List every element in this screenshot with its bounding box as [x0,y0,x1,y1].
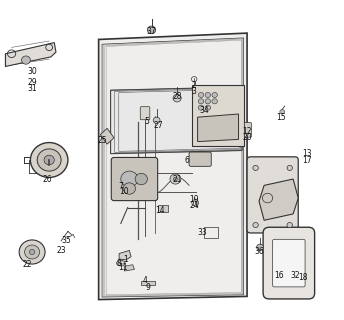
Text: 4: 4 [142,276,147,285]
Polygon shape [197,114,238,142]
Circle shape [37,149,61,171]
Text: 27: 27 [153,121,163,130]
Text: 20: 20 [242,133,252,142]
Text: 34: 34 [200,106,209,115]
Text: 35: 35 [61,236,71,245]
Circle shape [24,245,40,259]
Circle shape [170,174,181,184]
Circle shape [257,244,264,251]
Text: 25: 25 [97,136,107,146]
Text: 16: 16 [275,271,284,280]
Text: 6: 6 [185,156,190,164]
Circle shape [212,92,217,98]
Circle shape [29,250,35,254]
FancyBboxPatch shape [193,85,244,146]
FancyBboxPatch shape [140,107,150,120]
Circle shape [153,117,160,124]
Text: 29: 29 [27,78,37,87]
Circle shape [173,177,178,181]
Text: 32: 32 [290,271,300,280]
Text: 11: 11 [118,263,127,272]
Circle shape [287,165,292,171]
Circle shape [280,109,284,114]
Circle shape [22,56,30,64]
Circle shape [287,222,292,228]
Text: 17: 17 [302,156,312,164]
Bar [158,205,168,212]
Text: 2: 2 [192,81,196,90]
Circle shape [212,99,217,104]
Circle shape [253,222,258,228]
Circle shape [198,92,204,98]
Text: 1: 1 [123,255,128,264]
Circle shape [173,94,181,102]
Polygon shape [124,265,135,271]
Polygon shape [119,251,131,260]
Circle shape [30,142,68,178]
Polygon shape [6,43,56,67]
Circle shape [44,155,54,165]
FancyBboxPatch shape [273,239,305,287]
Text: 24: 24 [189,202,199,211]
FancyBboxPatch shape [263,227,315,299]
Circle shape [148,26,155,34]
FancyBboxPatch shape [247,157,298,233]
Text: 19: 19 [189,195,199,204]
Circle shape [19,240,45,264]
Text: 12: 12 [242,127,252,136]
Text: 31: 31 [27,84,37,93]
Text: 30: 30 [27,67,37,76]
Text: 23: 23 [56,246,66,255]
FancyBboxPatch shape [111,157,158,201]
Text: 26: 26 [43,174,52,184]
Ellipse shape [117,260,125,266]
Text: 14: 14 [155,206,165,215]
Circle shape [121,171,138,187]
Polygon shape [259,179,298,220]
Text: 7: 7 [118,182,123,191]
Polygon shape [99,33,247,300]
Text: 18: 18 [299,273,308,282]
Text: 36: 36 [254,247,264,257]
Circle shape [135,173,148,185]
Circle shape [198,105,204,110]
Text: 10: 10 [119,187,129,196]
Circle shape [123,183,136,194]
Text: 21: 21 [172,174,182,184]
Circle shape [205,105,211,110]
FancyBboxPatch shape [189,152,211,166]
Text: 3: 3 [192,87,197,96]
Polygon shape [100,128,114,144]
Circle shape [198,99,204,104]
Text: 13: 13 [302,149,312,158]
Bar [204,227,218,238]
Circle shape [205,99,211,104]
Text: 33: 33 [198,228,207,237]
Polygon shape [110,87,242,154]
Text: 28: 28 [172,92,182,101]
Text: 8: 8 [117,259,121,268]
Bar [141,281,155,285]
Circle shape [253,165,258,171]
Text: 15: 15 [276,113,286,122]
FancyBboxPatch shape [244,123,251,137]
Circle shape [205,92,211,98]
Text: 9: 9 [146,283,151,292]
Text: 37: 37 [147,27,157,36]
Text: 5: 5 [144,117,149,126]
Text: 22: 22 [22,260,32,269]
